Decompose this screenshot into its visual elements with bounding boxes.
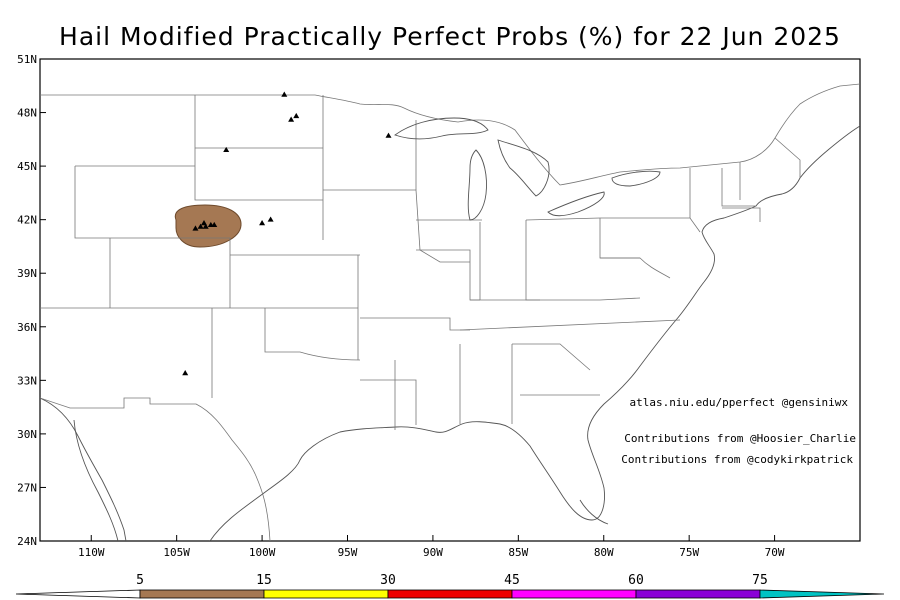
lake-erie xyxy=(547,191,605,217)
lon-tick-label: 70W xyxy=(765,546,785,559)
border-mexico xyxy=(40,397,271,541)
hail-report-marker xyxy=(192,225,199,231)
colorbar-segment xyxy=(635,589,761,599)
lon-tick-label: 100W xyxy=(249,546,276,559)
hail-report-marker xyxy=(267,216,274,222)
lake-huron xyxy=(497,139,550,197)
lat-tick-label: 42N xyxy=(17,214,37,227)
colorbar-label: 60 xyxy=(628,573,644,588)
hail-report-marker xyxy=(281,91,288,97)
state-boundaries xyxy=(40,95,801,430)
hail-reports xyxy=(182,91,392,376)
lat-tick-label: 51N xyxy=(17,53,37,66)
hail-report-marker xyxy=(197,223,204,229)
lat-tick-label: 33N xyxy=(17,374,37,387)
lon-tick-label: 90W xyxy=(423,546,443,559)
hail-report-marker xyxy=(211,221,218,228)
hail-report-marker xyxy=(288,116,295,122)
lake-ontario xyxy=(611,170,661,187)
lat-tick-label: 30N xyxy=(17,428,37,441)
colorbar-segment xyxy=(387,589,513,599)
map-frame xyxy=(39,58,861,542)
lon-tick-label: 105W xyxy=(163,546,190,559)
credit-site: atlas.niu.edu/pperfect @gensiniwx xyxy=(629,396,848,409)
lat-tick-label: 27N xyxy=(17,481,37,494)
great-lakes xyxy=(394,117,661,221)
color-scale-bar: 5 15 30 45 60 75 xyxy=(15,573,885,599)
lon-tick-label: 110W xyxy=(78,546,105,559)
map-title: Hail Modified Practically Perfect Probs … xyxy=(59,22,841,51)
colorbar-segment xyxy=(139,589,265,599)
hail-report-marker xyxy=(202,223,209,229)
lon-tick-label: 85W xyxy=(508,546,528,559)
colorbar-segment xyxy=(759,589,885,599)
coastline-pacific xyxy=(40,397,127,541)
coastline-florida-keys xyxy=(579,499,609,525)
colorbar-label: 30 xyxy=(380,573,396,588)
longitude-axis: 110W 105W 100W 95W 90W 85W 80W 75W 70W xyxy=(78,535,785,559)
credit-contrib-1: Contributions from @Hoosier_Charlie xyxy=(624,432,856,445)
colorbar-segment xyxy=(263,589,389,599)
colorbar-segment xyxy=(15,589,141,599)
colorbar-label: 45 xyxy=(504,573,520,588)
lat-tick-label: 39N xyxy=(17,267,37,280)
lat-tick-label: 36N xyxy=(17,321,37,334)
lake-superior xyxy=(394,117,489,140)
lon-tick-label: 75W xyxy=(679,546,699,559)
hail-report-marker xyxy=(201,220,207,226)
border-canada xyxy=(40,83,860,186)
colorbar-label: 15 xyxy=(256,573,272,588)
credit-contrib-2: Contributions from @codykirkpatrick xyxy=(621,453,853,466)
probability-area-5pct xyxy=(174,204,242,248)
lon-tick-label: 95W xyxy=(338,546,358,559)
colorbar-label: 5 xyxy=(136,573,144,588)
lat-tick-label: 48N xyxy=(17,107,37,120)
colorbar-label: 75 xyxy=(752,573,768,588)
colorbar-segment xyxy=(511,589,637,599)
hail-report-marker xyxy=(223,146,230,153)
hail-report-marker xyxy=(385,132,392,138)
lat-tick-label: 45N xyxy=(17,160,37,173)
coastline-gulf xyxy=(209,281,705,541)
latitude-axis: 51N 48N 45N 42N 39N 36N 33N 30N 27N 24N xyxy=(17,53,46,548)
hail-report-marker xyxy=(182,369,189,376)
lake-michigan xyxy=(467,149,487,221)
hail-report-marker xyxy=(293,112,300,119)
hail-report-marker xyxy=(259,220,266,226)
coastline-baja xyxy=(73,419,119,541)
lat-tick-label: 24N xyxy=(17,535,37,548)
lon-tick-label: 80W xyxy=(594,546,614,559)
